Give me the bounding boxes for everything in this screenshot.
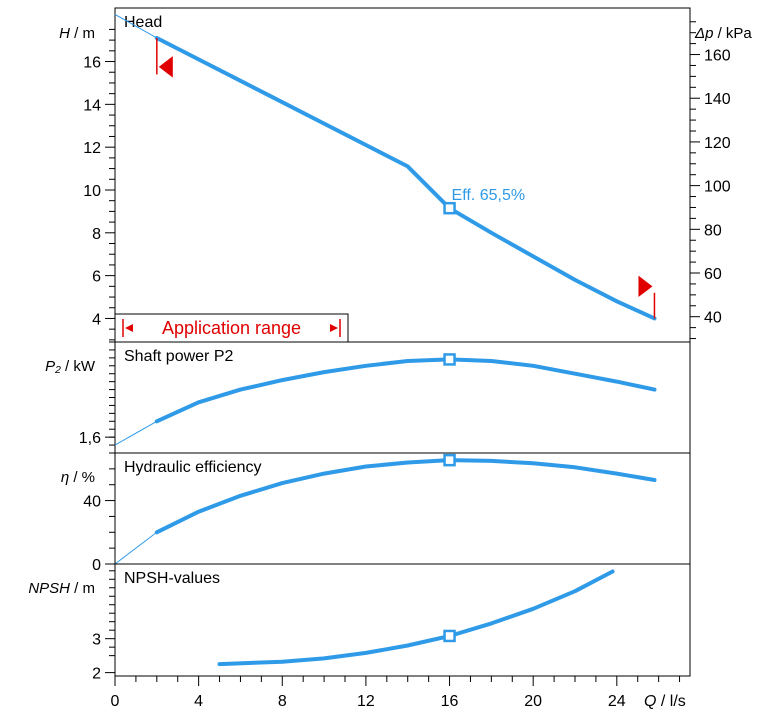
head-duty-point bbox=[443, 201, 456, 215]
efficiency-axis-label: η / % bbox=[61, 469, 95, 486]
panel-frame-4 bbox=[114, 563, 691, 677]
npsh-curve bbox=[217, 569, 615, 667]
application-range-box bbox=[114, 313, 349, 343]
pressure-tick-label: 100 bbox=[704, 179, 731, 196]
panel-frame-1 bbox=[114, 7, 691, 343]
head-tick-label: 16 bbox=[83, 55, 101, 72]
head-axis-label: H / m bbox=[59, 25, 95, 42]
npsh-panel-title: NPSH-values bbox=[124, 570, 220, 587]
efficiency-curve bbox=[154, 458, 657, 535]
head-tick-label: 4 bbox=[92, 311, 101, 328]
npsh-tick-label: 3 bbox=[92, 632, 101, 649]
power-duty-point bbox=[443, 353, 456, 366]
pressure-tick-label: 80 bbox=[704, 222, 722, 239]
pressure-tick-label: 60 bbox=[704, 266, 722, 283]
head-tick-label: 10 bbox=[83, 183, 101, 200]
npsh-tick-label: 2 bbox=[92, 666, 101, 683]
pressure-tick-label: 140 bbox=[704, 91, 731, 108]
pressure-tick-label: 120 bbox=[704, 135, 731, 152]
power-axis-label: P₂ / kW bbox=[45, 358, 96, 375]
head-tick-label: 6 bbox=[92, 269, 101, 286]
head-tick-label: 12 bbox=[83, 140, 101, 157]
npsh-axis-label: NPSH / m bbox=[28, 580, 95, 597]
head-tick-label: 14 bbox=[83, 97, 101, 114]
x-tick-label: 0 bbox=[111, 693, 120, 710]
x-tick-label: 24 bbox=[608, 693, 626, 710]
power-panel-title: Shaft power P2 bbox=[124, 348, 234, 365]
efficiency-tick-label: 0 bbox=[92, 557, 101, 574]
head-curve bbox=[154, 36, 657, 321]
range-box-right-arrow bbox=[330, 324, 338, 332]
pressure-tick-label: 160 bbox=[704, 48, 731, 65]
x-tick-label: 4 bbox=[194, 693, 203, 710]
head-panel-title: Head bbox=[124, 14, 162, 31]
npsh-duty-point bbox=[443, 629, 456, 643]
pressure-axis-label: Δp / kPa bbox=[694, 25, 752, 42]
x-tick-label: 12 bbox=[357, 693, 375, 710]
efficiency-panel-title: Hydraulic efficiency bbox=[124, 459, 262, 476]
head-tick-label: 8 bbox=[92, 226, 101, 243]
power-tick-label: 1,6 bbox=[79, 430, 101, 447]
x-tick-label: 8 bbox=[278, 693, 287, 710]
efficiency-tick-label: 40 bbox=[83, 494, 101, 511]
efficiency-annotation: Eff. 65,5% bbox=[452, 187, 526, 204]
application-range-label: Application range bbox=[162, 318, 301, 338]
efficiency-curve-extension bbox=[114, 531, 158, 565]
power-curve bbox=[154, 357, 657, 424]
pressure-tick-label: 40 bbox=[704, 310, 722, 327]
range-start-arrow bbox=[158, 56, 173, 78]
x-tick-label: 16 bbox=[441, 693, 459, 710]
efficiency-duty-point bbox=[443, 453, 456, 467]
power-curve-extension bbox=[114, 420, 158, 446]
range-box-left-arrow bbox=[125, 324, 133, 332]
x-axis-label: Q / l/s bbox=[644, 693, 686, 710]
head-curve-extension bbox=[114, 13, 158, 39]
range-end-arrow bbox=[638, 275, 653, 298]
x-tick-label: 20 bbox=[524, 693, 542, 710]
